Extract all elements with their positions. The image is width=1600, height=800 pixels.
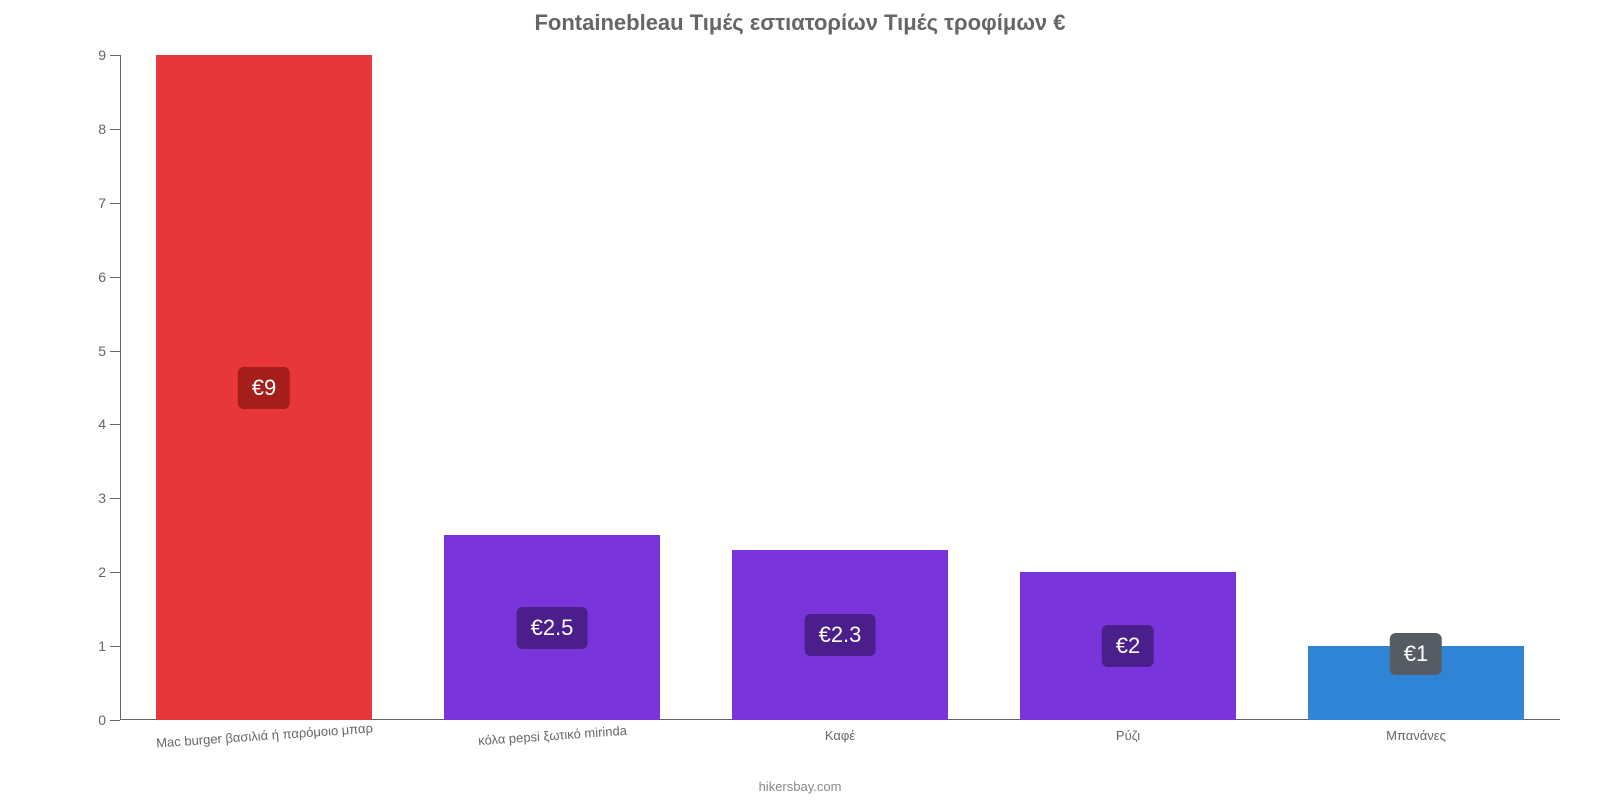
y-tick-label: 6 xyxy=(98,269,106,285)
bar: €2.5 xyxy=(444,535,660,720)
y-tick-label: 8 xyxy=(98,121,106,137)
y-tick xyxy=(110,646,120,647)
x-axis-label: Mac burger βασιλιά ή παρόμοιο μπαρ xyxy=(156,720,374,750)
y-tick-label: 9 xyxy=(98,47,106,63)
y-tick xyxy=(110,351,120,352)
y-tick-label: 5 xyxy=(98,343,106,359)
bar: €2 xyxy=(1020,572,1236,720)
chart-title: Fontainebleau Τιμές εστιατορίων Τιμές τρ… xyxy=(0,10,1600,36)
y-tick xyxy=(110,203,120,204)
y-tick-label: 1 xyxy=(98,638,106,654)
y-tick-label: 7 xyxy=(98,195,106,211)
y-tick-label: 2 xyxy=(98,564,106,580)
y-tick xyxy=(110,129,120,130)
x-axis-label: Μπανάνες xyxy=(1386,728,1446,743)
bar: €9 xyxy=(156,55,372,720)
x-axis-labels: Mac burger βασιλιά ή παρόμοιο μπαρ κόλα p… xyxy=(120,722,1560,762)
bar: €1 xyxy=(1308,646,1524,720)
bars-group: €9 €2.5 €2.3 €2 €1 xyxy=(120,55,1560,720)
attribution-text: hikersbay.com xyxy=(759,779,842,794)
bar-value-badge: €2.3 xyxy=(805,614,876,656)
bar-value-badge: €1 xyxy=(1390,633,1442,675)
y-tick xyxy=(110,277,120,278)
x-axis-label: κόλα pepsi ξωτικό mirinda xyxy=(478,723,628,748)
x-axis-label: Καφέ xyxy=(825,728,855,743)
y-tick xyxy=(110,424,120,425)
y-tick-label: 0 xyxy=(98,712,106,728)
y-tick xyxy=(110,498,120,499)
x-axis-label: Ρύζι xyxy=(1116,728,1140,743)
y-tick-label: 4 xyxy=(98,416,106,432)
bar-chart: Fontainebleau Τιμές εστιατορίων Τιμές τρ… xyxy=(0,10,1600,800)
bar-value-badge: €2.5 xyxy=(517,607,588,649)
y-tick xyxy=(110,55,120,56)
y-tick-label: 3 xyxy=(98,490,106,506)
plot-area: 0123456789 €9€2.5€2.3€2€1 xyxy=(120,55,1560,720)
bar-value-badge: €2 xyxy=(1102,625,1154,667)
bar-value-badge: €9 xyxy=(238,367,290,409)
y-tick xyxy=(110,572,120,573)
y-tick xyxy=(110,720,120,721)
bar: €2.3 xyxy=(732,550,948,720)
